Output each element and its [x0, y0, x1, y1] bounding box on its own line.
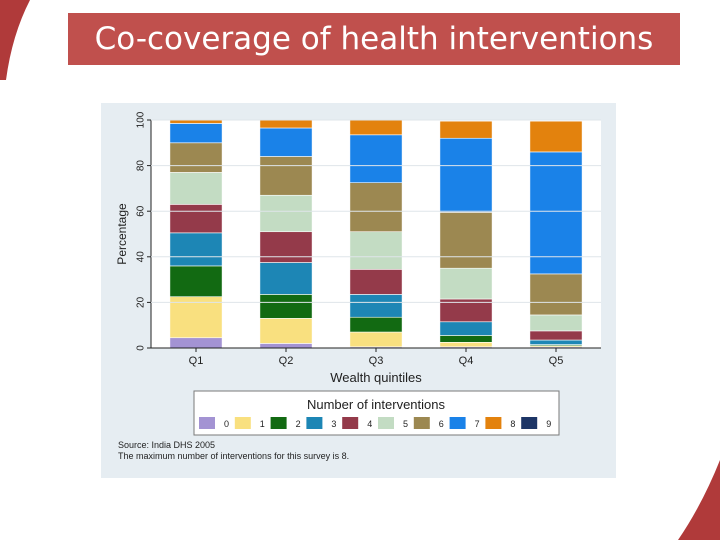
bar-segment-q5-3 [529, 339, 583, 345]
bar-segment-q5-4 [529, 330, 583, 341]
top-left-corner-accent [0, 0, 30, 80]
bar-segment-q3-1 [349, 331, 403, 348]
x-axis-label: Wealth quintiles [330, 370, 422, 385]
bar-segment-q4-7 [439, 137, 493, 213]
x-tick-label-q3: Q3 [369, 355, 384, 367]
y-tick-label: 60 [136, 205, 147, 217]
bar-segment-q3-6 [349, 182, 403, 233]
y-tick-label: 80 [136, 160, 147, 172]
bar-segment-q5-7 [529, 151, 583, 275]
bar-segment-q3-8 [349, 119, 403, 136]
legend-swatch-5 [378, 417, 394, 429]
bar-segment-q1-4 [169, 204, 223, 234]
y-tick-label: 100 [136, 111, 147, 128]
slide-title: Co-coverage of health interventions [68, 13, 680, 65]
legend-swatch-3 [306, 417, 323, 429]
legend-label-5: 5 [403, 419, 408, 429]
y-axis-label: Percentage [115, 203, 129, 265]
bar-segment-q3-3 [349, 294, 403, 318]
legend-swatch-7 [449, 417, 466, 429]
y-tick-label: 0 [136, 345, 147, 351]
legend-swatch-1 [234, 417, 251, 429]
bar-segment-q1-8 [169, 119, 223, 124]
bar-segment-q2-8 [259, 119, 313, 129]
bottom-right-corner-accent [678, 460, 720, 540]
bar-segment-q1-0 [169, 337, 223, 349]
y-tick-label: 40 [136, 251, 147, 263]
bars-group [169, 119, 583, 349]
chart-panel: 0 20 40 60 80 100 Q1 Q2 Q3 Q4 Q5 Percentage Wealt… [101, 103, 616, 478]
legend-label-1: 1 [260, 419, 265, 429]
bar-segment-q2-2 [259, 294, 313, 319]
bar-segment-q5-5 [529, 314, 583, 332]
legend-swatch-2 [270, 417, 287, 429]
bar-segment-q5-8 [529, 120, 583, 153]
legend-label-2: 2 [296, 419, 301, 429]
y-ticks-group: 0 20 40 60 80 100 [136, 111, 601, 351]
bar-segment-q1-5 [169, 172, 223, 205]
legend: Number of interventions 0 1 2 3 4 5 6 7 8 9 [193, 390, 560, 436]
bar-segment-q4-8 [439, 120, 493, 139]
bar-segment-q3-4 [349, 269, 403, 295]
bar-segment-q4-1 [439, 342, 493, 348]
bar-segment-q2-3 [259, 262, 313, 295]
y-tick-label: 20 [136, 296, 147, 308]
legend-swatch-9 [521, 417, 538, 429]
legend-label-0: 0 [224, 419, 229, 429]
x-ticks-group: Q1 Q2 Q3 Q4 Q5 [189, 348, 564, 367]
bar-segment-q1-1 [169, 296, 223, 339]
legend-swatch-6 [413, 417, 430, 429]
legend-label-7: 7 [475, 419, 480, 429]
legend-swatch-8 [485, 417, 502, 429]
legend-label-6: 6 [439, 419, 444, 429]
max-interventions-note: The maximum number of interventions for … [118, 451, 350, 461]
x-tick-label-q4: Q4 [459, 355, 474, 367]
bar-segment-q5-6 [529, 273, 583, 316]
legend-label-3: 3 [331, 419, 336, 429]
bar-segment-q1-7 [169, 123, 223, 144]
bar-segment-q4-2 [439, 335, 493, 343]
bar-segment-q1-6 [169, 142, 223, 173]
x-tick-label-q5: Q5 [549, 355, 564, 367]
source-note: Source: India DHS 2005 [118, 440, 216, 450]
bar-segment-q2-1 [259, 318, 313, 344]
legend-label-8: 8 [510, 419, 515, 429]
bar-segment-q1-2 [169, 265, 223, 297]
bar-segment-q3-5 [349, 231, 403, 270]
bar-segment-q2-5 [259, 194, 313, 233]
bar-segment-q1-3 [169, 232, 223, 267]
bar-segment-q2-6 [259, 156, 313, 196]
bar-segment-q2-0 [259, 343, 313, 349]
legend-label-4: 4 [367, 419, 372, 429]
legend-items: 0 1 2 3 4 5 6 7 8 9 [199, 417, 551, 429]
bar-segment-q3-7 [349, 134, 403, 184]
bar-segment-q4-5 [439, 267, 493, 300]
legend-swatch-0 [199, 417, 215, 429]
bar-segment-q3-2 [349, 316, 403, 333]
x-tick-label-q2: Q2 [279, 355, 294, 367]
legend-swatch-4 [342, 417, 359, 429]
legend-title: Number of interventions [307, 397, 446, 412]
legend-label-9: 9 [546, 419, 551, 429]
bar-segment-q2-4 [259, 231, 313, 263]
bar-segment-q4-6 [439, 212, 493, 269]
bar-segment-q4-3 [439, 321, 493, 336]
bar-segment-q2-7 [259, 127, 313, 157]
x-tick-label-q1: Q1 [189, 355, 204, 367]
